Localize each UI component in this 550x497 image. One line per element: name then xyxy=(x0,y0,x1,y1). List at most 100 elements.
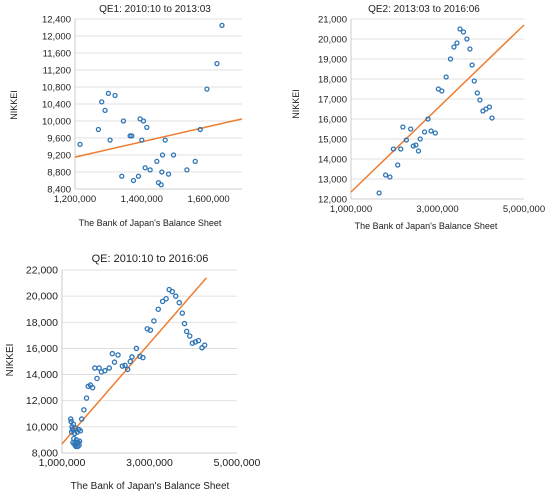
data-point xyxy=(486,104,493,110)
data-point xyxy=(122,362,128,369)
data-point xyxy=(454,40,460,46)
data-point xyxy=(387,174,393,180)
y-tick-label: 9,600 xyxy=(47,134,71,145)
trend-line xyxy=(74,118,243,158)
data-point xyxy=(400,124,406,130)
y-tick-label: 10,000 xyxy=(42,117,71,128)
y-tick-label: 10,400 xyxy=(42,100,71,111)
data-point xyxy=(124,366,131,373)
data-point xyxy=(105,90,112,97)
data-point xyxy=(439,88,445,94)
data-point xyxy=(457,26,463,32)
data-point xyxy=(159,169,165,175)
data-point xyxy=(395,162,401,168)
x-tick-label: 5,000,000 xyxy=(214,457,261,469)
data-point xyxy=(130,177,137,184)
data-point xyxy=(68,416,74,422)
data-point xyxy=(162,137,168,143)
y-tick-label: 8,400 xyxy=(47,185,71,196)
data-point xyxy=(155,306,161,312)
data-point xyxy=(181,320,188,327)
data-point xyxy=(489,115,495,121)
x-tick-label: 1,200,000 xyxy=(54,194,96,205)
data-point xyxy=(219,22,225,29)
data-point xyxy=(163,296,169,302)
chart-qe1: QE1: 2010:10 to 2013:03 NIKKEI The Bank … xyxy=(9,4,243,228)
y-tick-label: 8,800 xyxy=(47,168,71,179)
data-point xyxy=(158,182,164,188)
data-point xyxy=(133,345,140,352)
data-point xyxy=(376,190,382,196)
trend-line xyxy=(350,24,525,193)
data-point xyxy=(403,137,410,143)
data-point xyxy=(140,354,146,361)
data-point xyxy=(76,438,83,444)
x-tick-label: 3,000,000 xyxy=(126,457,173,469)
data-point xyxy=(428,128,434,134)
y-tick-label: 12,000 xyxy=(26,395,58,407)
data-point xyxy=(408,126,414,132)
data-point xyxy=(415,148,422,154)
data-point xyxy=(192,158,198,165)
data-point xyxy=(115,352,121,358)
data-point xyxy=(81,407,87,413)
data-point xyxy=(471,78,477,84)
y-tick-label: 11,600 xyxy=(43,49,71,60)
y-tick-label: 9,200 xyxy=(47,151,71,162)
y-tick-label: 22,000 xyxy=(26,265,58,277)
data-point xyxy=(96,365,102,371)
data-point xyxy=(119,173,125,179)
trend-line xyxy=(61,277,207,445)
data-point xyxy=(464,36,470,42)
data-point xyxy=(447,56,454,62)
y-tick-label: 12,400 xyxy=(42,15,71,26)
y-tick-label: 18,000 xyxy=(318,75,347,86)
data-point xyxy=(410,143,416,149)
data-point xyxy=(186,333,193,339)
data-point xyxy=(421,129,428,135)
data-point xyxy=(477,97,483,103)
data-point xyxy=(474,90,480,96)
data-point xyxy=(99,99,105,105)
data-point xyxy=(77,141,83,148)
data-point xyxy=(169,288,175,295)
y-tick-label: 18,000 xyxy=(26,317,58,329)
data-point xyxy=(413,142,419,148)
data-point xyxy=(176,299,182,306)
data-point xyxy=(144,124,150,131)
y-tick-label: 14,000 xyxy=(26,369,58,381)
data-point xyxy=(70,421,77,427)
data-point xyxy=(106,365,113,371)
x-tick-label: 5,000,000 xyxy=(503,204,545,215)
x-tick-label: 3,000,000 xyxy=(416,204,458,215)
data-point xyxy=(147,327,154,333)
x-axis-label: The Bank of Japan's Balance Sheet xyxy=(355,221,498,231)
y-tick-label: 12,000 xyxy=(42,32,71,43)
data-point xyxy=(89,384,96,391)
data-point xyxy=(94,375,100,382)
y-tick-label: 8,000 xyxy=(32,448,58,460)
data-point xyxy=(111,359,118,365)
data-point xyxy=(102,107,108,114)
data-point xyxy=(140,118,147,124)
y-tick-label: 20,000 xyxy=(26,291,58,303)
data-point xyxy=(184,167,190,173)
y-axis-label: NIKKEI xyxy=(291,89,301,119)
y-tick-label: 11,200 xyxy=(43,66,71,77)
data-point xyxy=(159,298,166,305)
y-tick-label: 19,000 xyxy=(318,55,347,66)
data-point xyxy=(127,358,133,365)
y-tick-label: 15,000 xyxy=(318,135,347,146)
data-point xyxy=(398,146,404,152)
chart-title: QE1: 2010:10 to 2013:03 xyxy=(99,4,211,15)
data-point xyxy=(469,62,475,68)
data-point xyxy=(142,165,148,171)
chart-title: QE2: 2013:03 to 2016:06 xyxy=(368,4,480,15)
y-tick-label: 10,000 xyxy=(26,421,58,433)
data-point xyxy=(204,86,210,92)
data-point xyxy=(183,328,190,335)
data-point xyxy=(170,152,177,158)
chart-qe-all: QE: 2010:10 to 2016:06 NIKKEI The Bank o… xyxy=(5,253,261,492)
y-axis-label: NIKKEI xyxy=(5,344,16,377)
